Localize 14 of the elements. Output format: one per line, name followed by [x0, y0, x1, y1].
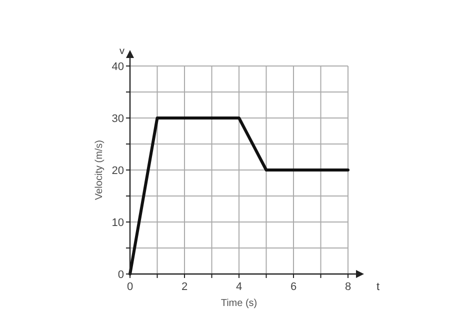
x-tick-label: 4	[236, 281, 242, 293]
x-tick-label: 6	[290, 281, 297, 293]
y-tick-label: 30	[112, 113, 124, 125]
text: t	[376, 281, 380, 293]
y-axis-title: Velocity (m/s)	[94, 140, 105, 200]
text: v	[120, 46, 124, 57]
y-tick-label: 10	[112, 217, 124, 229]
y-tick-label: 40	[112, 61, 124, 73]
x-tick-label: 2	[181, 281, 188, 293]
x-axis-title: Time (s)	[220, 298, 258, 309]
x-tick-label: 8	[344, 281, 352, 293]
y-tick-label: 20	[112, 165, 124, 177]
x-tick-label: 0	[126, 281, 134, 293]
y-tick-label: 0	[118, 269, 124, 281]
